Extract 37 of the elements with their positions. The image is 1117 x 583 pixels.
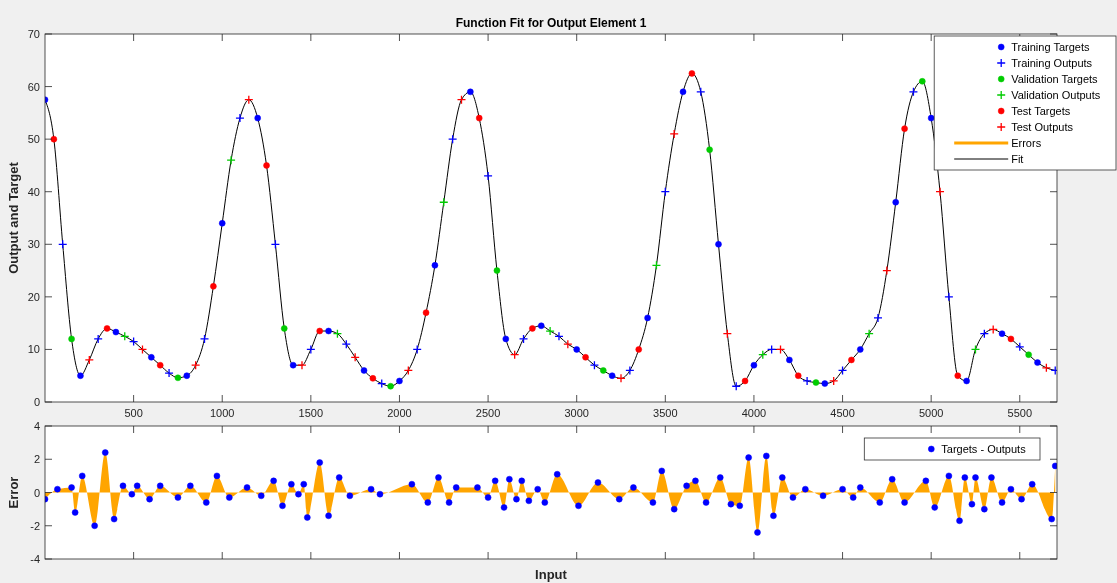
x-axis-title: Input (535, 567, 568, 582)
x-tick-label: 3000 (564, 407, 589, 419)
y-tick-label: 4 (33, 420, 40, 432)
x-tick-label: 1000 (209, 407, 235, 419)
y-tick-label: 60 (27, 80, 40, 93)
x-tick-label: 1500 (298, 407, 324, 419)
y-axis-title: Output and Target (6, 161, 21, 274)
x-tick-label: 5500 (1007, 407, 1033, 419)
y-tick-label: 0 (33, 396, 40, 408)
x-tick-label: 2000 (387, 407, 412, 419)
y-tick-label: 20 (27, 290, 40, 303)
legend-label: Targets - Outputs (941, 443, 1027, 455)
legend-label: Training Outputs (1011, 57, 1093, 69)
x-tick-label: 5000 (918, 407, 944, 419)
legend-label: Test Outputs (1011, 121, 1074, 133)
legend-label: Test Targets (1011, 105, 1071, 117)
y-tick-label: 10 (27, 343, 40, 356)
y-tick-label: 70 (27, 28, 40, 40)
x-tick-label: 3500 (653, 407, 678, 419)
legend-label: Fit (1011, 153, 1024, 165)
x-tick-label: 500 (124, 407, 143, 419)
y-tick-label: 0 (33, 486, 40, 499)
x-tick-label: 2500 (475, 407, 501, 419)
y-tick-label: 2 (33, 453, 40, 466)
y-tick-label: -2 (30, 519, 40, 532)
legend-label: Training Targets (1011, 41, 1090, 53)
chart-title: Function Fit for Output Element 1 (455, 16, 647, 30)
x-tick-label: 4000 (741, 407, 767, 419)
x-tick-label: 4500 (830, 407, 855, 419)
y-tick-label: 50 (27, 133, 40, 146)
y-tick-label: 40 (27, 185, 40, 198)
legend-label: Validation Targets (1011, 73, 1099, 85)
y-tick-label: -4 (30, 553, 40, 565)
legend-label: Validation Outputs (1011, 89, 1101, 101)
y-tick-label: 30 (27, 238, 40, 251)
text: Errors (1011, 137, 1042, 149)
y-axis-title: Error (6, 476, 21, 509)
